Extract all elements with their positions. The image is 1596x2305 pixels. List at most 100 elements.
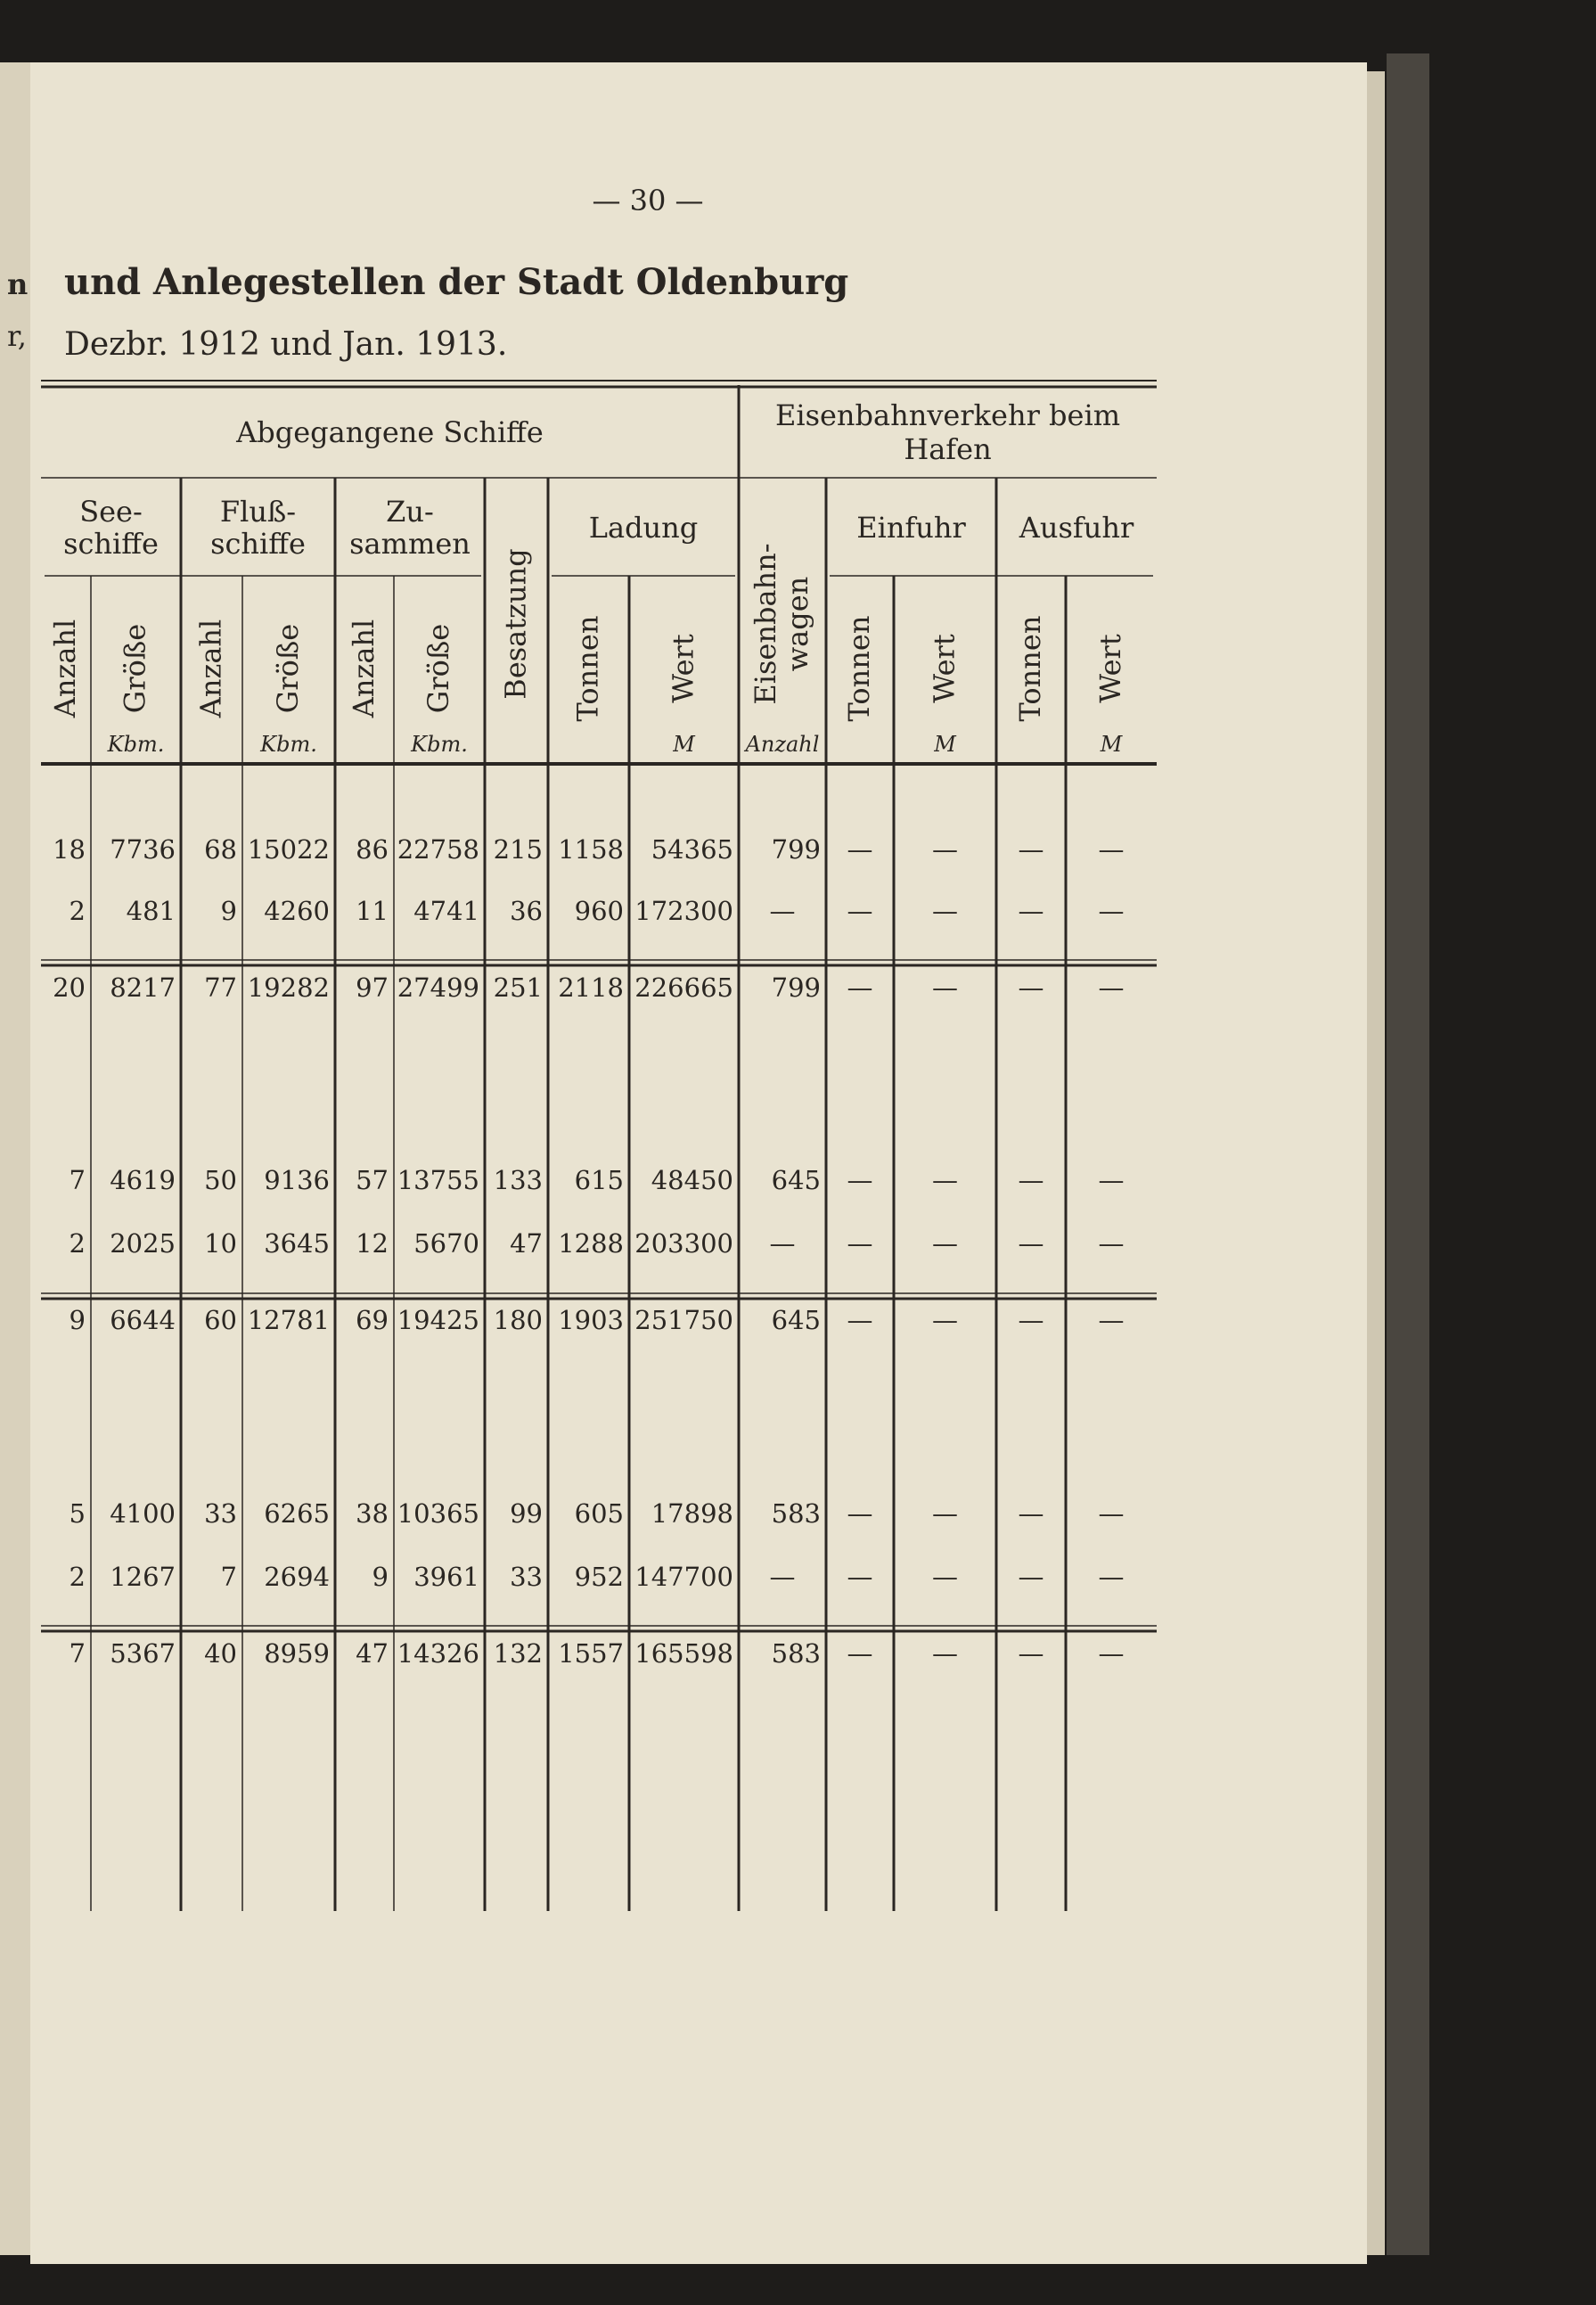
cell: 7736 [110,834,176,865]
cell: — [932,1228,958,1259]
column-header: Tonnen [842,616,876,722]
margin-fragment: n [7,267,28,301]
cell: 615 [575,1165,624,1195]
cell: — [847,896,873,926]
cell: — [847,1165,873,1195]
cell: 77 [204,972,237,1003]
cell: 1158 [558,834,624,865]
cell: 7 [221,1562,237,1592]
column-header: Anzahl [48,619,82,719]
cell: 1903 [558,1305,624,1335]
subgroup-header: Ausfuhr [1019,511,1134,545]
cell: — [932,1305,958,1335]
column-header: Anzahl [194,619,228,719]
cell: 15022 [248,834,330,865]
cell: 40 [204,1638,237,1669]
cell: 7 [70,1638,86,1669]
column-header: Eisenbahn- [749,543,782,704]
cell: — [1019,1305,1044,1335]
cell: — [932,1562,958,1592]
cell: 33 [204,1498,237,1529]
cell: 9136 [264,1165,330,1195]
cell: — [847,972,873,1003]
cell: 799 [772,834,821,865]
cell: 54365 [651,834,733,865]
cell: 10365 [397,1498,479,1529]
column-header: Größe [271,624,305,713]
group-header: Abgegangene Schiffe [235,415,544,449]
cell: 57 [356,1165,389,1195]
cell: 4619 [110,1165,176,1195]
cell: 1267 [110,1562,176,1592]
column-header: Wert [928,634,962,703]
unit-label: M [933,732,957,757]
cell: 50 [204,1165,237,1195]
cell: 68 [204,834,237,865]
unit-label: Kbm. [259,732,317,757]
cell: — [1099,1562,1125,1592]
cell: 133 [494,1165,543,1195]
cell: 13755 [397,1165,479,1195]
cell: 1288 [558,1228,624,1259]
title: und Anlegestellen der Stadt Oldenburg [64,261,848,303]
subgroup-header: sammen [349,527,471,561]
cell: 2 [70,1562,86,1592]
cell: — [770,896,796,926]
cell: — [770,1228,796,1259]
cell: 172300 [634,896,733,926]
cell: 6265 [264,1498,330,1529]
cell: — [847,1305,873,1335]
cell: 33 [510,1562,543,1592]
cell: — [932,1498,958,1529]
group-header: Eisenbahnverkehr beim [775,398,1120,432]
cell: — [932,972,958,1003]
cell: 251 [494,972,543,1003]
cell: 960 [575,896,624,926]
cell: 251750 [634,1305,733,1335]
cell: 645 [772,1305,821,1335]
cell: 36 [510,896,543,926]
cell: 203300 [634,1228,733,1259]
cell: — [1019,1638,1044,1669]
cell: 20 [53,972,86,1003]
cell: 4260 [264,896,330,926]
cell: — [1099,896,1125,926]
cell: 47 [510,1228,543,1259]
subgroup-header: schiffe [210,527,306,561]
cell: 69 [356,1305,389,1335]
subgroup-header: See- [79,495,143,529]
cell: 605 [575,1498,624,1529]
cell: — [1099,1228,1125,1259]
subtitle: Dezbr. 1912 und Jan. 1913. [64,326,507,363]
cell: 952 [575,1562,624,1592]
cell: 12781 [248,1305,330,1335]
column-header: Tonnen [571,616,605,722]
cell: — [847,1562,873,1592]
group-header: Hafen [904,432,991,466]
cell: 180 [494,1305,543,1335]
cell: 7 [70,1165,86,1195]
cell: 645 [772,1165,821,1195]
cell: 147700 [634,1562,733,1592]
cell: 2 [70,1228,86,1259]
cell: 10 [204,1228,237,1259]
cell: 799 [772,972,821,1003]
unit-label: Anzahl [744,732,820,757]
column-header: Wert [1093,634,1127,703]
cell: 226665 [634,972,733,1003]
cell: 5 [70,1498,86,1529]
cell: 165598 [634,1638,733,1669]
cell: — [1099,1165,1125,1195]
cell: 5670 [413,1228,479,1259]
cell: 583 [772,1638,821,1669]
cell: 4741 [413,896,479,926]
cell: 97 [356,972,389,1003]
cell: — [1099,972,1125,1003]
cell: — [1099,1638,1125,1669]
cell: 3961 [413,1562,479,1592]
cell: 2025 [110,1228,176,1259]
cell: 8217 [110,972,176,1003]
cell: 9 [221,896,237,926]
cell: — [932,1638,958,1669]
